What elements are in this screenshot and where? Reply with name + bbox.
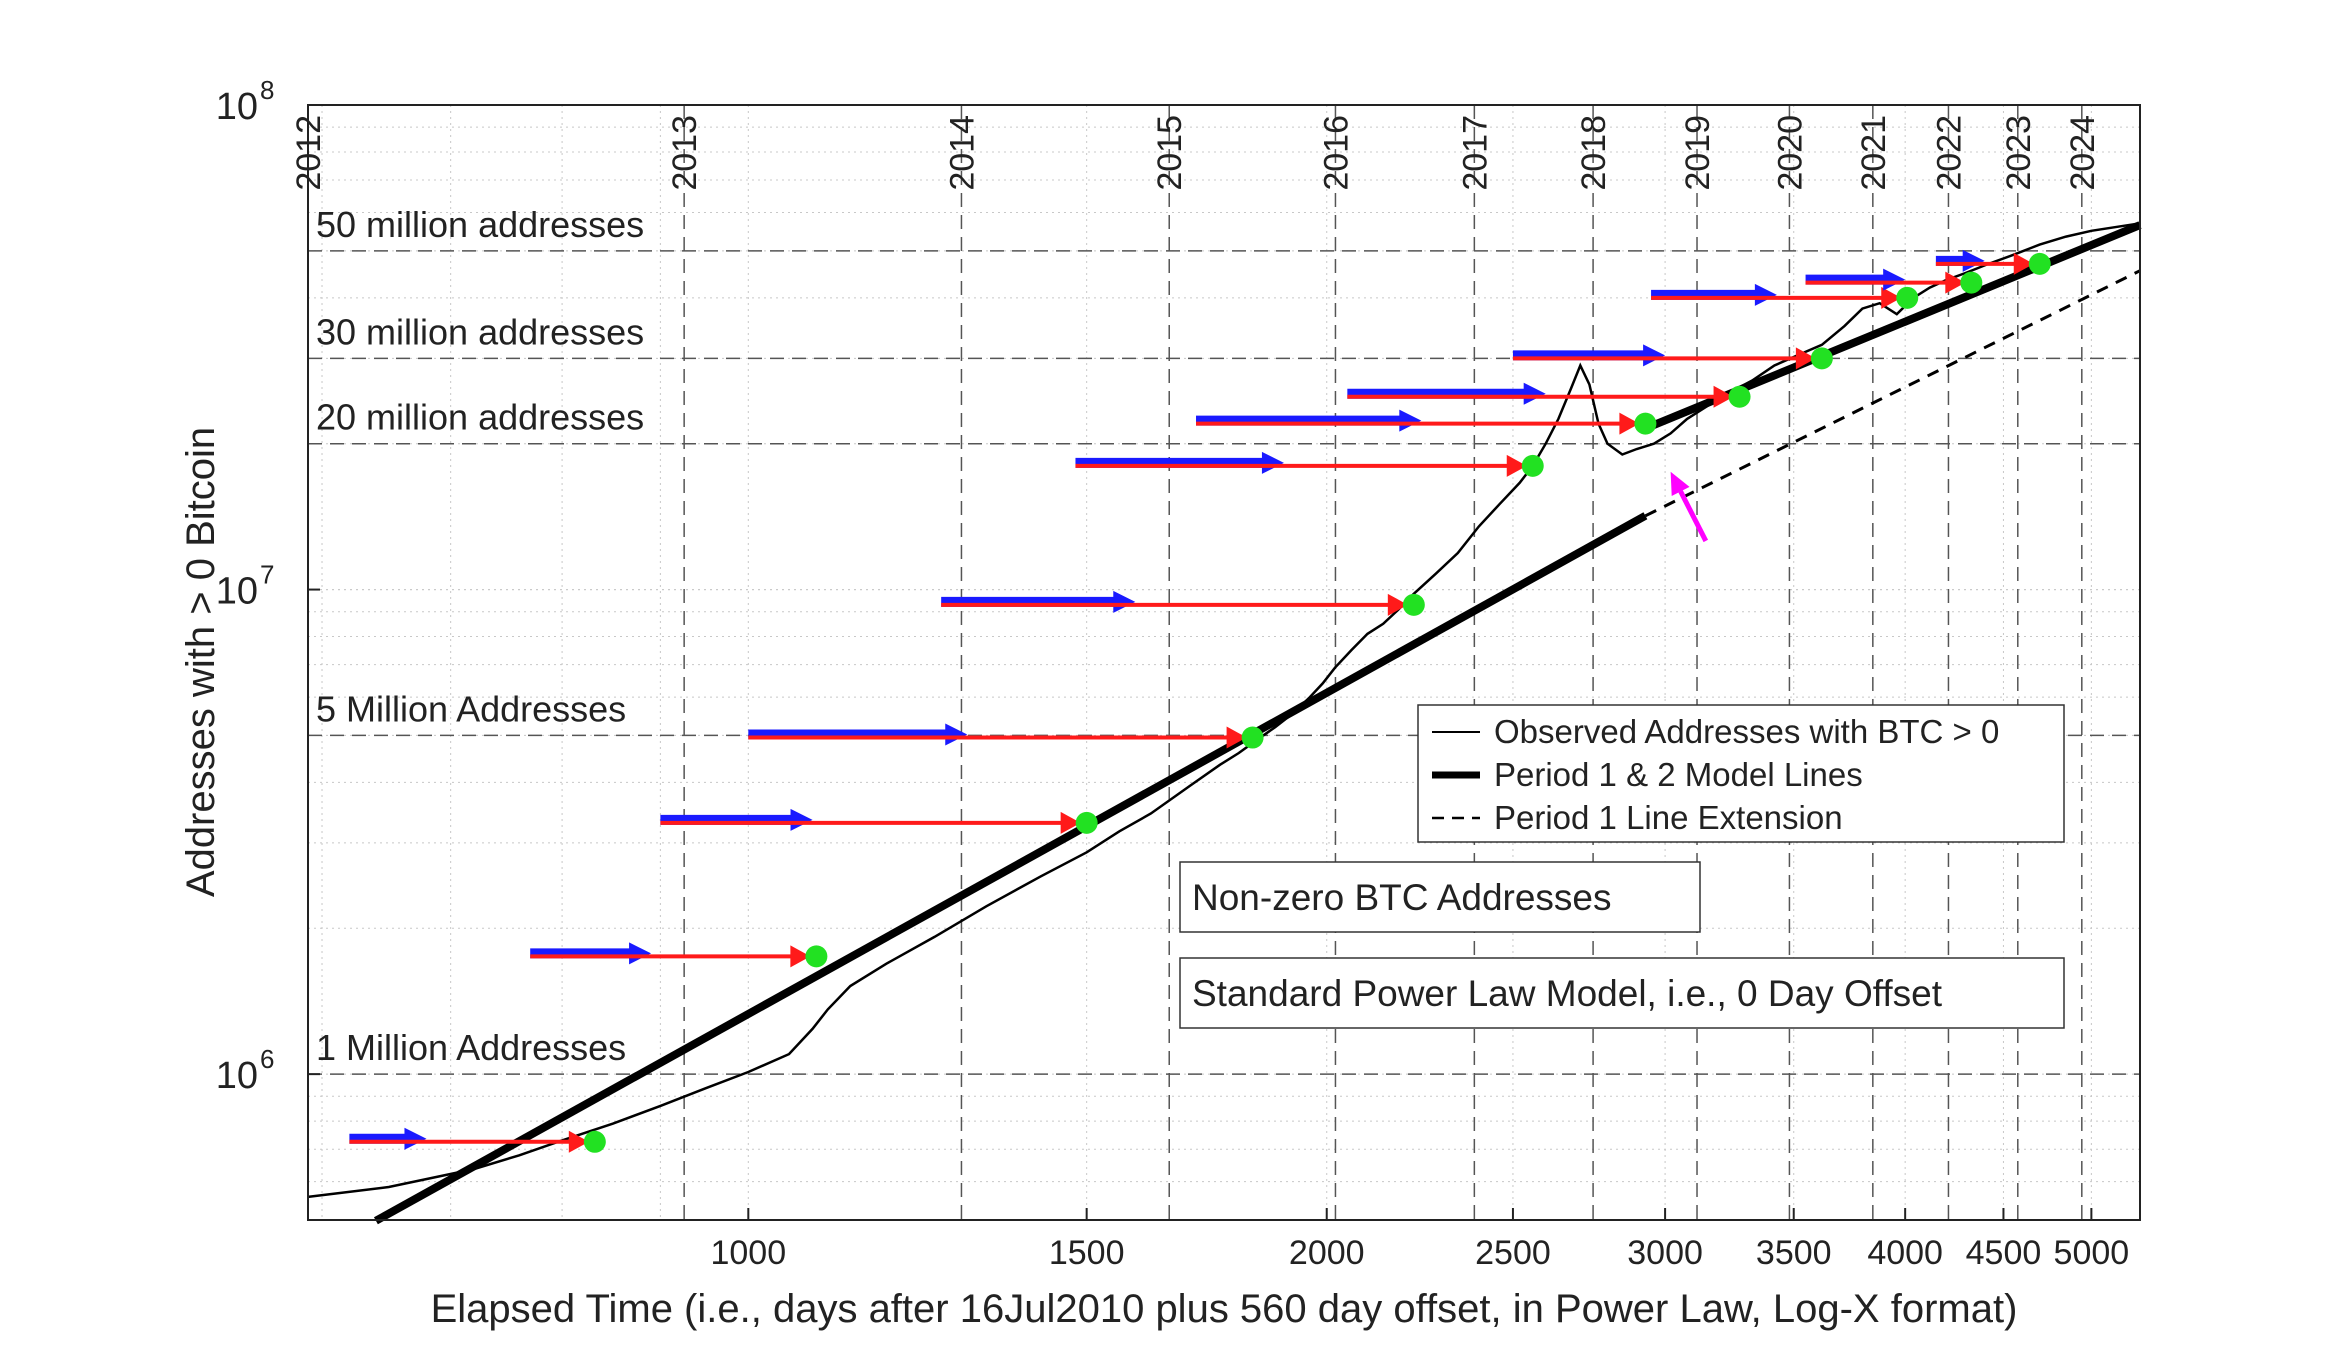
red-arrow-head	[1881, 286, 1902, 309]
legend-label-extension: Period 1 Line Extension	[1494, 799, 1843, 836]
red-arrow-head	[2013, 252, 2034, 275]
red-arrow-head	[1713, 385, 1734, 408]
milestone-dot	[1521, 454, 1544, 477]
plot-background	[308, 105, 2140, 1220]
year-label: 2020	[1771, 115, 1809, 191]
blue-arrow-head	[1643, 344, 1666, 367]
year-label: 2014	[943, 115, 981, 191]
legend: Observed Addresses with BTC > 0 Period 1…	[1417, 704, 2065, 843]
year-label: 2023	[2000, 115, 2038, 191]
legend-label-observed: Observed Addresses with BTC > 0	[1494, 713, 1999, 750]
milestone-dot	[1241, 726, 1264, 749]
red-arrow-head	[1506, 454, 1527, 477]
red-arrow-head	[1226, 726, 1247, 749]
legend-box	[1417, 704, 2065, 843]
y-tick-label-exponent: 7	[260, 560, 274, 590]
year-label: 2022	[1930, 115, 1968, 191]
year-label: 2024	[2064, 115, 2102, 191]
year-label: 2021	[1855, 115, 1893, 191]
blue-arrow-head	[945, 723, 968, 746]
year-label: 2018	[1575, 115, 1613, 191]
blue-arrow-head	[1113, 590, 1136, 613]
series-extension-line	[1644, 269, 2141, 518]
y-tick-label-exponent: 6	[260, 1044, 274, 1074]
red-arrow-head	[568, 1130, 589, 1153]
y-tick-label-base: 10	[216, 86, 258, 128]
magenta-arrow-head	[1670, 471, 1690, 496]
year-label: 2019	[1679, 115, 1717, 191]
milestone-dot	[1960, 271, 1983, 294]
x-tick-label: 4500	[1966, 1234, 2042, 1272]
milestone-dot	[1402, 593, 1425, 616]
x-tick-label: 5000	[2054, 1234, 2130, 1272]
x-tick-label: 4000	[1867, 1234, 1943, 1272]
textbox-nonzero-frame	[1179, 861, 1701, 933]
x-tick-label: 1000	[710, 1234, 786, 1272]
red-arrow-head	[1387, 593, 1408, 616]
year-label: 2015	[1151, 115, 1189, 191]
level-label: 20 million addresses	[316, 397, 644, 438]
level-label: 5 Million Addresses	[316, 688, 626, 729]
milestone-dot	[1075, 811, 1098, 834]
level-lines: 50 million addresses 30 million addresses…	[308, 204, 2140, 1075]
year-label: 2017	[1456, 115, 1494, 191]
x-tick-label: 1500	[1049, 1234, 1125, 1272]
textbox-model-label: Standard Power Law Model, i.e., 0 Day Of…	[1192, 973, 1943, 1014]
y-tick-label-base: 10	[216, 571, 258, 613]
milestone-dot	[1896, 286, 1919, 309]
blue-arrow-head	[1399, 409, 1422, 432]
magenta-arrow-shaft	[1678, 490, 1709, 543]
year-label: 2016	[1317, 115, 1355, 191]
red-arrow-head	[1945, 271, 1966, 294]
milestone-dot	[1728, 385, 1751, 408]
red-arrow-head	[790, 945, 811, 968]
blue-arrow-head	[1883, 268, 1906, 291]
milestone-dot	[805, 945, 828, 968]
level-label: 50 million addresses	[316, 204, 644, 245]
milestone-arrows	[349, 249, 2051, 1153]
textbox-nonzero-label: Non-zero BTC Addresses	[1192, 877, 1612, 918]
year-label: 2013	[666, 115, 704, 191]
red-arrow-head	[1619, 412, 1640, 435]
y-tick-label-base: 10	[216, 1055, 258, 1097]
red-arrow-head	[1795, 347, 1816, 370]
blue-arrow-head	[404, 1127, 427, 1150]
textbox-model-frame	[1179, 957, 2065, 1029]
level-label: 30 million addresses	[316, 311, 644, 352]
x-tick-label: 2000	[1289, 1234, 1365, 1272]
textbox-nonzero: Non-zero BTC Addresses	[1179, 861, 1701, 933]
y-axis-label: Addresses with > 0 Bitcoin	[179, 427, 223, 897]
annotations	[1670, 471, 1709, 543]
x-tick-label: 2500	[1475, 1234, 1551, 1272]
x-tick-label: 3500	[1756, 1234, 1832, 1272]
plot-frame	[307, 104, 2141, 1221]
milestone-dot	[1634, 412, 1657, 435]
blue-arrow-head	[1754, 283, 1777, 306]
series-observed-line	[307, 222, 2141, 1199]
blue-arrow-head	[629, 942, 652, 965]
y-tick-label-exponent: 8	[260, 75, 274, 105]
red-arrow-head	[1060, 811, 1081, 834]
level-label: 1 Million Addresses	[316, 1027, 626, 1068]
series-model-line	[373, 512, 1648, 1225]
milestone-dot	[2028, 252, 2051, 275]
legend-label-model: Period 1 & 2 Model Lines	[1494, 756, 1863, 793]
milestone-dot	[583, 1130, 606, 1153]
milestone-dot	[1810, 347, 1833, 370]
x-tick-label: 3000	[1627, 1234, 1703, 1272]
textbox-model: Standard Power Law Model, i.e., 0 Day Of…	[1179, 957, 2065, 1029]
blue-arrow-head	[1261, 451, 1284, 474]
x-axis-label: Elapsed Time (i.e., days after 16Jul2010…	[431, 1287, 2018, 1331]
blue-arrow-head	[1523, 382, 1546, 405]
blue-arrow-head	[1962, 249, 1985, 272]
blue-arrow-head	[790, 808, 813, 831]
